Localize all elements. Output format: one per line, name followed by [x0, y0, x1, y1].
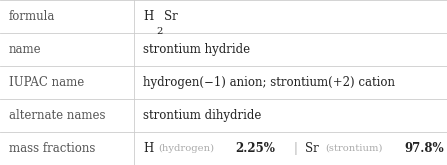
- Text: alternate names: alternate names: [9, 109, 105, 122]
- Text: 97.8%: 97.8%: [404, 142, 443, 155]
- Text: H: H: [143, 142, 153, 155]
- Text: 2: 2: [156, 27, 163, 36]
- Text: mass fractions: mass fractions: [9, 142, 95, 155]
- Text: H: H: [143, 10, 153, 23]
- Text: IUPAC name: IUPAC name: [9, 76, 84, 89]
- Text: Sr: Sr: [305, 142, 319, 155]
- Text: strontium dihydride: strontium dihydride: [143, 109, 261, 122]
- Text: hydrogen(−1) anion; strontium(+2) cation: hydrogen(−1) anion; strontium(+2) cation: [143, 76, 395, 89]
- Text: |: |: [294, 142, 297, 155]
- Text: (hydrogen): (hydrogen): [159, 144, 215, 153]
- Text: strontium hydride: strontium hydride: [143, 43, 250, 56]
- Text: (strontium): (strontium): [325, 144, 383, 153]
- Text: 2.25%: 2.25%: [236, 142, 275, 155]
- Text: name: name: [9, 43, 42, 56]
- Text: Sr: Sr: [164, 10, 178, 23]
- Text: formula: formula: [9, 10, 55, 23]
